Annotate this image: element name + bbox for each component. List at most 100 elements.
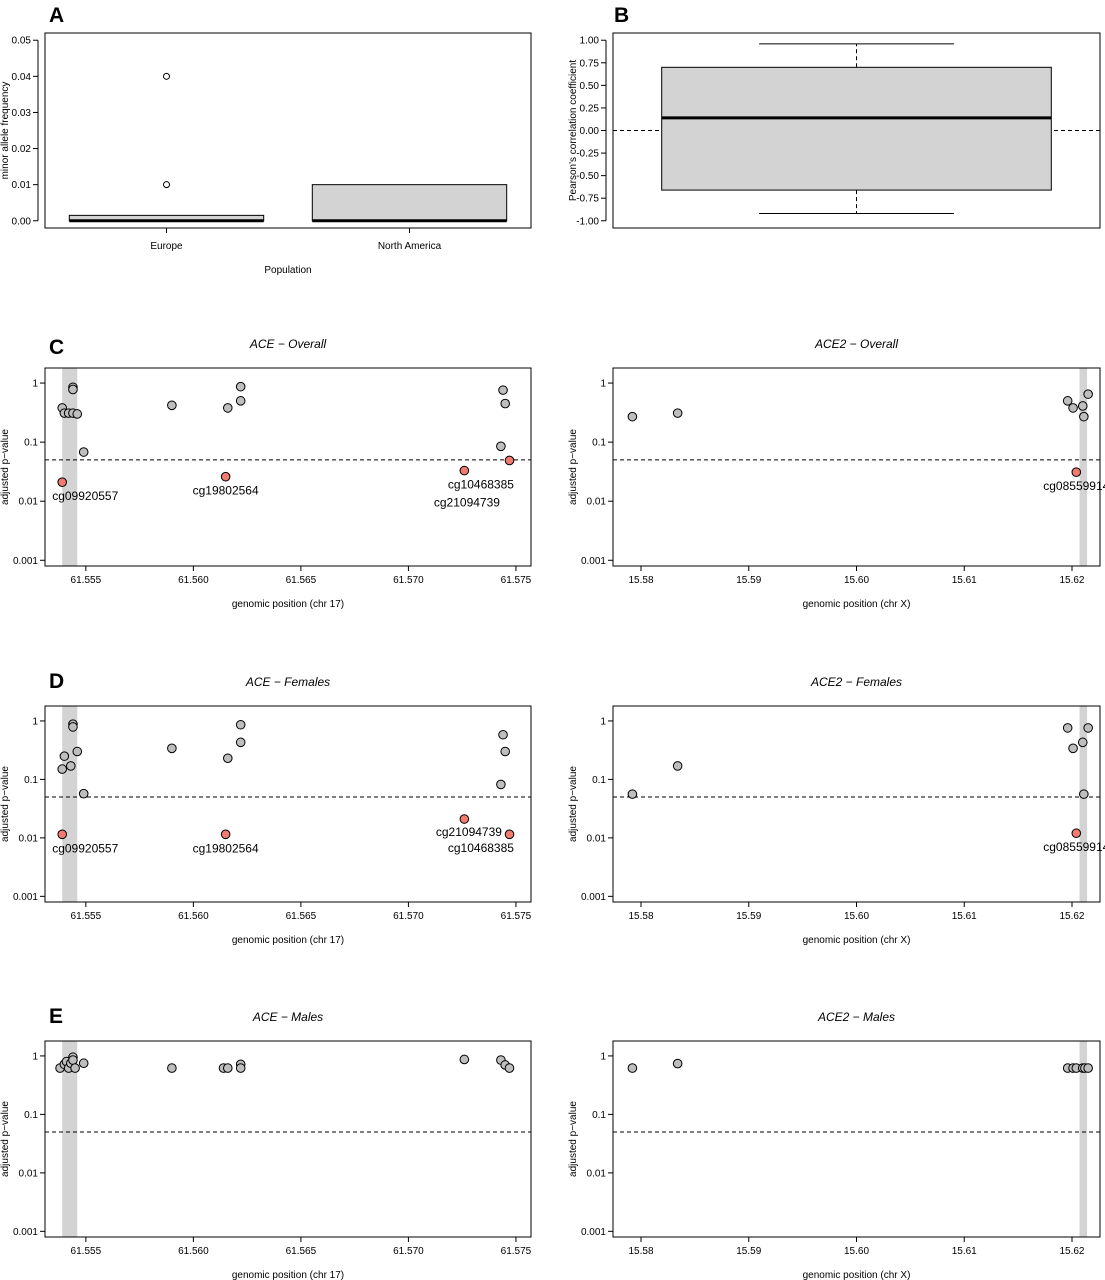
x-tick-label: North America bbox=[378, 241, 442, 252]
x-tick-label: 15.58 bbox=[628, 575, 653, 586]
panel-c-ace: ACE − Overall 0.001 0.01 0.1 1 61.555 61.560 61… bbox=[0, 337, 532, 610]
cpg-point bbox=[78, 447, 89, 457]
cpg-point bbox=[672, 408, 683, 418]
cpg-point bbox=[167, 743, 177, 754]
x-tick-label: 61.575 bbox=[501, 911, 532, 922]
x-tick-label: 15.61 bbox=[952, 911, 977, 922]
y-tick-label: 0.1 bbox=[24, 438, 38, 449]
panel-title: ACE2 − Males bbox=[817, 1010, 895, 1024]
y-tick-label: 1 bbox=[600, 1051, 606, 1062]
cpg-point bbox=[167, 1063, 177, 1073]
cpg-point bbox=[498, 385, 508, 395]
y-tick-label: 0.00 bbox=[12, 216, 32, 227]
panel-title: ACE − Males bbox=[252, 1010, 323, 1024]
cpg-label: cg10468385 bbox=[448, 841, 514, 855]
panel-letter-c: C bbox=[49, 336, 64, 359]
significant-cpg-point bbox=[1071, 467, 1082, 477]
cpg-point bbox=[70, 1063, 80, 1073]
cpg-label: cg19802564 bbox=[193, 841, 259, 855]
cpg-label: cg21094739 bbox=[436, 825, 502, 839]
significant-cpg-point bbox=[220, 471, 231, 482]
x-tick-label: 61.565 bbox=[286, 575, 317, 586]
panel-letter-b: B bbox=[614, 4, 629, 27]
x-tick-label: 61.570 bbox=[393, 911, 424, 922]
cpg-label: cg09920557 bbox=[52, 841, 118, 855]
y-tick-label: -0.75 bbox=[576, 194, 599, 205]
y-tick-label: 1 bbox=[600, 379, 606, 390]
x-axis-label: genomic position (chr 17) bbox=[232, 1270, 344, 1280]
cpg-point bbox=[72, 409, 83, 419]
cpg-point bbox=[500, 746, 510, 757]
panel-c-ace2: ACE2 − Overall 0.001 0.01 0.1 1 15.58 15.59 15.… bbox=[568, 337, 1105, 610]
cpg-point bbox=[627, 789, 638, 799]
y-tick-label: -0.50 bbox=[576, 171, 599, 182]
panel-letter-d: D bbox=[49, 670, 64, 693]
x-tick-label: 61.555 bbox=[71, 911, 102, 922]
x-axis-label: genomic position (chr X) bbox=[803, 935, 911, 946]
x-axis-label: genomic position (chr X) bbox=[803, 1270, 911, 1280]
y-tick-label: 1 bbox=[32, 1051, 38, 1062]
cpg-label: cg09920557 bbox=[52, 489, 118, 503]
cpg-point bbox=[72, 746, 83, 757]
cpg-point bbox=[1079, 411, 1089, 422]
cpg-point bbox=[222, 1063, 233, 1073]
cpg-point bbox=[459, 1054, 470, 1065]
cpg-point bbox=[500, 398, 510, 409]
x-tick-label: 61.570 bbox=[393, 1246, 424, 1257]
plot-frame bbox=[44, 1040, 532, 1238]
x-tick-label: 61.570 bbox=[393, 575, 424, 586]
x-tick-label: 61.555 bbox=[71, 1246, 102, 1257]
x-tick-label: 15.60 bbox=[844, 911, 869, 922]
cpg-point bbox=[78, 788, 89, 799]
x-tick-label: 15.59 bbox=[736, 1246, 761, 1257]
y-tick-label: 0.001 bbox=[13, 556, 38, 567]
plot-frame bbox=[612, 32, 1101, 229]
x-tick-label: 61.555 bbox=[71, 575, 102, 586]
y-tick-label: 0.1 bbox=[24, 775, 38, 786]
cpg-point bbox=[1077, 737, 1088, 748]
x-tick-label: 61.560 bbox=[178, 911, 209, 922]
x-tick-label: 15.60 bbox=[844, 1246, 869, 1257]
significant-cpg-point bbox=[504, 455, 515, 466]
y-tick-label: 0.01 bbox=[587, 1168, 607, 1179]
y-axis-label: adjusted p−value bbox=[0, 766, 11, 842]
panel-letter-a: A bbox=[49, 4, 64, 27]
panel-title: ACE − Females bbox=[245, 675, 330, 689]
panel-e-ace: ACE − Males 0.001 0.01 0.1 1 61.555 61.560 61.5… bbox=[0, 1010, 532, 1280]
x-tick-label: 15.61 bbox=[952, 575, 977, 586]
cpg-point bbox=[1068, 743, 1078, 754]
significant-cpg-point bbox=[1071, 828, 1082, 839]
panel-title: ACE2 − Females bbox=[810, 675, 902, 689]
x-tick-label: 15.59 bbox=[736, 575, 761, 586]
panel-letter-e: E bbox=[49, 1005, 63, 1028]
y-tick-label: 0.04 bbox=[12, 72, 32, 83]
cpg-point bbox=[78, 1058, 89, 1069]
y-axis-label: minor allele frequency bbox=[0, 82, 11, 180]
y-tick-label: 0.01 bbox=[19, 833, 39, 844]
x-axis-label: genomic position (chr 17) bbox=[232, 935, 344, 946]
cpg-point bbox=[235, 737, 246, 748]
plot-frame bbox=[612, 367, 1101, 567]
x-tick-label: 61.560 bbox=[178, 575, 209, 586]
outlier-point bbox=[163, 181, 170, 189]
panel-a: 0.00 0.01 0.02 0.03 0.04 0.05 Europe North Amer… bbox=[0, 32, 532, 276]
cpg-point bbox=[57, 764, 68, 774]
highlight-band bbox=[1079, 706, 1088, 902]
significant-cpg-point bbox=[459, 814, 470, 824]
cpg-point bbox=[235, 381, 246, 392]
box-north-america: North America bbox=[311, 184, 508, 252]
cpg-point bbox=[1062, 396, 1073, 406]
y-tick-label: 1.00 bbox=[580, 36, 600, 47]
y-tick-label: 0.001 bbox=[13, 892, 38, 903]
x-tick-label: 61.575 bbox=[501, 1246, 532, 1257]
cpg-point bbox=[235, 719, 246, 730]
x-tick-label: 15.58 bbox=[628, 1246, 653, 1257]
y-tick-label: 0.01 bbox=[12, 180, 32, 191]
y-tick-label: 0.02 bbox=[12, 144, 32, 155]
cpg-point bbox=[504, 1063, 515, 1073]
cpg-label: cg21094739 bbox=[434, 495, 500, 509]
plot-frame bbox=[44, 367, 532, 567]
y-tick-label: 0.01 bbox=[19, 1168, 39, 1179]
y-axis-label: adjusted p−value bbox=[568, 1101, 579, 1177]
y-tick-label: -0.25 bbox=[576, 149, 599, 160]
